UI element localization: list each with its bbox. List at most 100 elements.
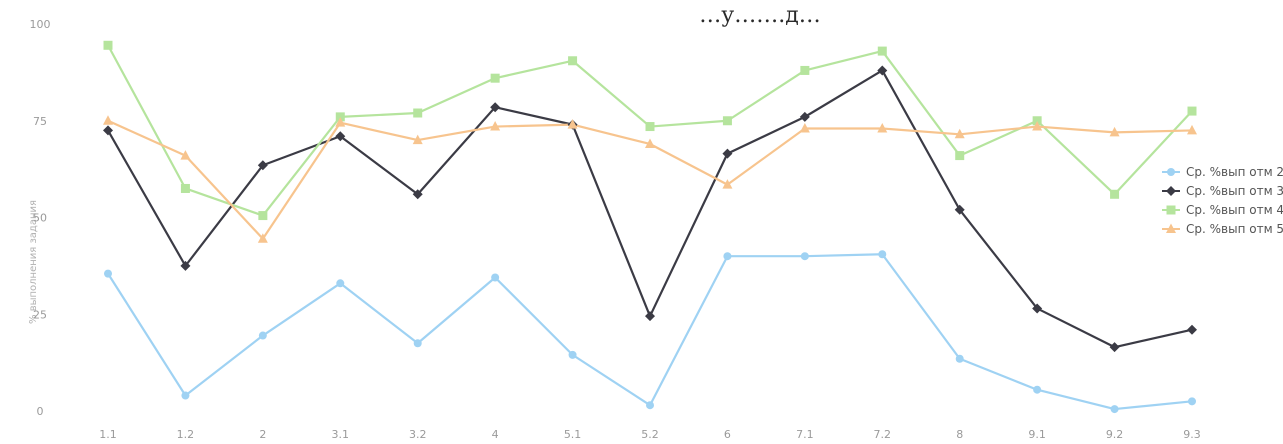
data-point-series-2 [335, 131, 346, 142]
data-point-series-4 [103, 115, 113, 125]
data-point-series-1 [878, 250, 887, 259]
data-point-series-3 [103, 40, 113, 50]
data-point-series-2 [877, 65, 888, 76]
legend-marker [1166, 205, 1176, 215]
legend-item-3: Ср. %вып отм 4 [1162, 203, 1283, 217]
x-tick-label: 5.2 [641, 428, 659, 441]
data-point-series-1 [1188, 397, 1196, 406]
x-tick-label: 3.2 [409, 428, 427, 441]
legend-label: Ср. %вып отм 4 [1186, 203, 1283, 217]
y-tick-label: 50 [33, 212, 47, 225]
data-point-series-1 [491, 273, 500, 282]
x-tick-label: 9.3 [1183, 428, 1201, 441]
x-tick-label: 8 [956, 428, 963, 441]
data-point-series-3 [1032, 116, 1042, 126]
data-point-series-4 [1109, 126, 1120, 137]
data-point-series-4 [335, 117, 346, 127]
x-axis-ticks: 1.1 1.2 2 3.1 3.2 4 5.1 5.2 6 7.1 7.2 8 9.1 9.2 9.3 [99, 428, 1201, 441]
legend-marker [1166, 186, 1176, 196]
data-point-series-4 [490, 121, 501, 131]
x-tick-label: 9.1 [1028, 428, 1046, 441]
legend-label: Ср. %вып отм 2 [1186, 165, 1283, 179]
data-point-series-3 [1110, 189, 1120, 199]
data-point-series-3 [568, 56, 578, 66]
data-point-series-4 [567, 119, 578, 129]
data-point-series-1 [955, 354, 964, 363]
x-tick-label: 3.1 [332, 428, 350, 441]
legend-item-2: Ср. %вып отм 3 [1162, 184, 1283, 198]
data-point-series-3 [335, 112, 345, 122]
data-point-series-4 [799, 122, 810, 133]
data-point-series-3 [180, 183, 190, 193]
data-point-series-4 [412, 134, 423, 145]
x-tick-label: 9.2 [1106, 428, 1124, 441]
x-tick-label: 5.1 [564, 428, 582, 441]
data-point-series-4 [1187, 124, 1197, 135]
data-point-series-2 [490, 102, 501, 113]
data-point-series-1 [104, 269, 112, 278]
data-point-series-4 [722, 179, 733, 189]
data-point-series-2 [1032, 303, 1043, 314]
x-tick-label: 1.1 [99, 428, 117, 441]
data-point-series-3 [800, 65, 810, 75]
series-lines [107, 44, 1193, 411]
legend-label: Ср. %вып отм 5 [1186, 222, 1283, 236]
legend-marker [1166, 223, 1176, 233]
x-tick-label: 6 [724, 428, 731, 441]
series-line-1 [107, 253, 1193, 411]
data-point-series-1 [336, 279, 345, 288]
y-axis-title: % выполнения задания [28, 200, 39, 324]
y-tick-label: 75 [33, 115, 47, 128]
data-point-series-2 [799, 111, 810, 122]
data-point-series-4 [877, 122, 888, 133]
data-point-series-3 [1187, 106, 1197, 116]
data-point-series-1 [646, 401, 654, 410]
data-point-series-3 [955, 151, 965, 161]
legend-marker [1167, 168, 1175, 176]
series-line-4 [107, 119, 1193, 240]
data-point-series-2 [1109, 342, 1120, 353]
data-point-series-1 [723, 252, 732, 261]
data-point-series-1 [258, 331, 267, 340]
data-point-series-1 [181, 391, 190, 400]
x-tick-label: 4 [492, 428, 499, 441]
y-tick-label: 0 [37, 405, 44, 418]
data-point-series-2 [412, 189, 423, 200]
data-point-series-3 [258, 211, 268, 221]
y-axis-ticks: 0 25 50 75 100 [30, 18, 51, 418]
data-point-series-1 [568, 350, 577, 359]
data-point-series-4 [954, 128, 965, 139]
data-point-series-3 [413, 108, 423, 118]
data-point-series-2 [180, 260, 191, 271]
series-markers [103, 40, 1197, 414]
series-line-2 [107, 69, 1193, 349]
data-point-series-2 [257, 160, 268, 171]
x-tick-label: 1.2 [177, 428, 195, 441]
legend-label: Ср. %вып отм 3 [1186, 184, 1283, 198]
data-point-series-3 [877, 46, 887, 56]
data-point-series-4 [180, 150, 191, 160]
data-point-series-1 [413, 339, 422, 348]
y-tick-label: 25 [33, 308, 47, 321]
data-point-series-2 [722, 148, 733, 159]
legend-item-4: Ср. %вып отм 5 [1162, 222, 1283, 236]
legend-item-1: Ср. %вып отм 2 [1162, 165, 1283, 179]
data-point-series-3 [645, 122, 655, 132]
x-tick-label: 7.1 [796, 428, 814, 441]
data-point-series-2 [954, 204, 965, 215]
data-point-series-1 [1110, 405, 1119, 414]
chart-title: …у…….д… [699, 3, 820, 28]
data-point-series-4 [1032, 121, 1043, 131]
data-point-series-3 [722, 116, 732, 126]
x-tick-label: 2 [259, 428, 266, 441]
data-point-series-2 [103, 125, 113, 136]
data-point-series-2 [1187, 324, 1197, 335]
data-point-series-4 [257, 233, 268, 243]
data-point-series-1 [1033, 385, 1042, 394]
x-tick-label: 7.2 [874, 428, 892, 441]
y-tick-label: 100 [30, 18, 51, 31]
data-point-series-4 [645, 138, 655, 148]
data-point-series-2 [645, 311, 655, 322]
data-point-series-1 [800, 252, 809, 261]
